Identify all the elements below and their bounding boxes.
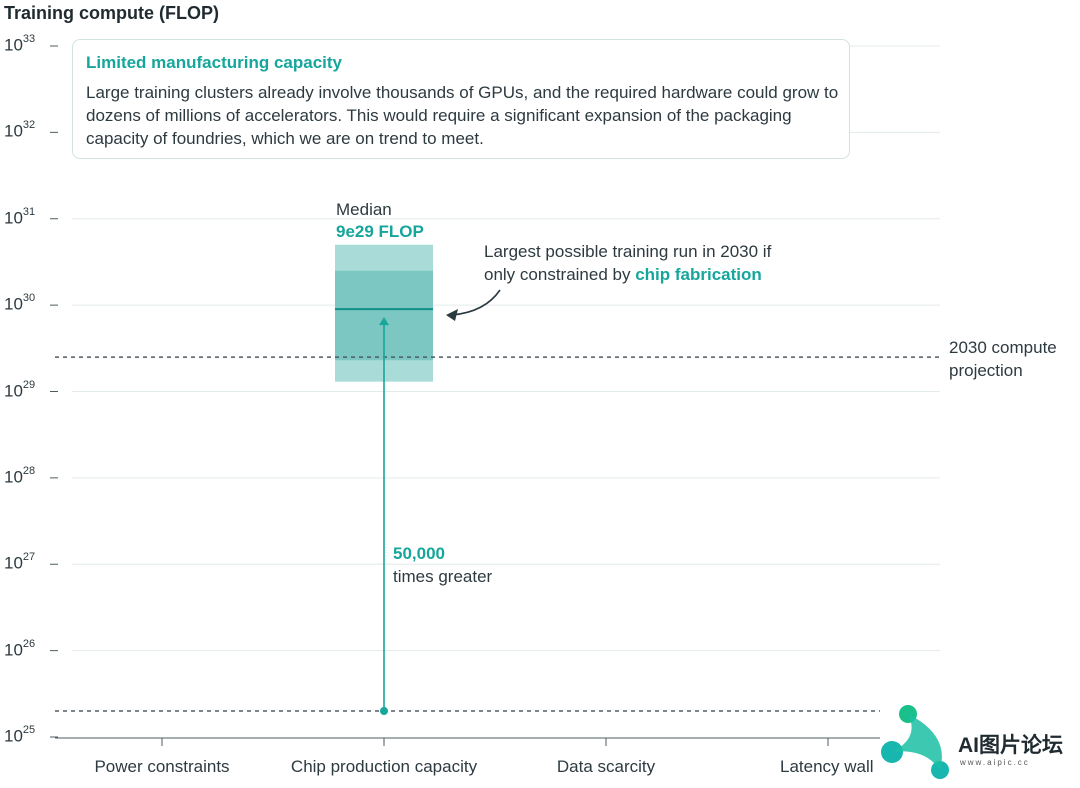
watermark: AI图片论坛 www.aipic.cc	[880, 700, 1080, 783]
y-tick-base: 10	[4, 553, 23, 573]
y-axis-title: Training compute (FLOP)	[4, 3, 219, 23]
x-tick-label: Chip production capacity	[290, 757, 478, 776]
median-value: 9e29 FLOP	[336, 222, 424, 241]
y-tick-label: 1027	[4, 551, 36, 574]
y-tick-base: 10	[4, 122, 23, 142]
y-tick-exponent: 32	[22, 119, 36, 132]
y-tick-label: 1026	[4, 637, 36, 661]
y-tick-base: 10	[4, 467, 23, 487]
annotation-emphasis: chip fabrication	[635, 265, 762, 284]
watermark-logo-icon	[881, 705, 949, 779]
annotation-line2-prefix: only constrained by	[484, 265, 636, 284]
projection-label-line2: projection	[949, 361, 1023, 380]
y-tick-label: 1025	[4, 724, 36, 747]
callout-box: Limited manufacturing capacity Large tra…	[72, 39, 850, 159]
watermark-text: AI图片论坛	[958, 734, 1063, 757]
ratio-arrow-origin	[380, 706, 388, 715]
y-tick-label: 1033	[4, 33, 36, 56]
y-tick-exponent: 28	[22, 464, 36, 477]
reference-lines	[55, 356, 940, 712]
y-tick-exponent: 25	[22, 724, 36, 736]
x-tick-label: Power constraints	[94, 757, 230, 776]
y-tick-base: 10	[4, 294, 23, 314]
y-tick-label: 1030	[4, 292, 36, 315]
y-tick-exponent: 33	[22, 33, 36, 45]
y-tick-exponent: 27	[22, 551, 36, 564]
annotation-pointer-head	[446, 309, 458, 321]
annotation-line2: only constrained by chip fabrication	[484, 265, 762, 285]
y-tick-label: 1029	[4, 378, 36, 402]
watermark-url: www.aipic.cc	[960, 758, 1030, 767]
callout-title: Limited manufacturing capacity	[86, 53, 342, 72]
ratio-arrow	[379, 289, 501, 715]
annotation-pointer	[451, 289, 501, 316]
y-tick-base: 10	[4, 726, 23, 746]
median-label: Median	[336, 200, 392, 219]
x-tick-label: Latency wall	[780, 757, 874, 776]
y-tick-label: 1028	[4, 464, 36, 488]
ratio-text: times greater	[393, 567, 493, 586]
y-tick-label: 1032	[4, 119, 36, 142]
y-tick-base: 10	[4, 640, 23, 660]
y-tick-exponent: 30	[22, 292, 36, 305]
y-tick-label: 1031	[4, 205, 36, 229]
annotation-line1: Largest possible training run in 2030 if	[484, 242, 772, 261]
x-axis	[55, 737, 880, 746]
y-tick-base: 10	[4, 208, 23, 228]
y-tick-exponent: 31	[22, 205, 36, 218]
projection-label-line1: 2030 compute	[949, 338, 1057, 357]
y-tick-exponent: 26	[22, 637, 36, 650]
y-axis-ticks	[50, 45, 58, 738]
ratio-arrow-head	[379, 317, 389, 326]
y-tick-base: 10	[4, 35, 23, 55]
y-tick-exponent: 29	[22, 378, 36, 391]
x-tick-label: Data scarcity	[556, 757, 656, 776]
ratio-value: 50,000	[393, 544, 445, 563]
callout-body: Large training clusters already involve …	[86, 83, 839, 148]
y-tick-base: 10	[4, 381, 23, 401]
